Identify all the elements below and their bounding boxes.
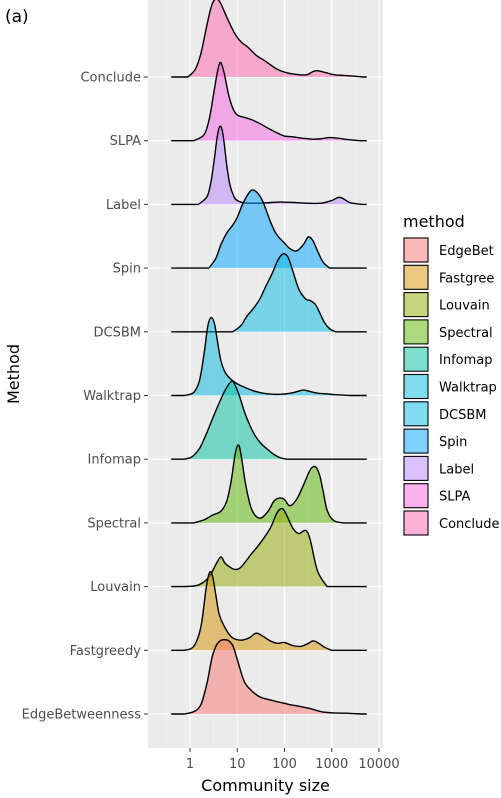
ridge-fill-louvain [184, 508, 328, 587]
ridge-fill-infomap [184, 381, 287, 460]
ridge-line-spin [171, 189, 367, 269]
x-axis-ticks: 1 10 100 1000 10000 [186, 748, 400, 772]
legend-label: Louvain [439, 299, 490, 314]
legend-title: method [403, 212, 465, 231]
legend-key [403, 401, 429, 427]
legend-label: Infomap [439, 353, 493, 368]
y-axis-title: Method [4, 344, 23, 404]
y-tick-label: Conclude [80, 71, 141, 86]
ridge-line-dcsbm [171, 252, 367, 333]
ridge-fill-conclude [187, 0, 363, 77]
ridge-line-infomap [171, 380, 367, 460]
ridges [171, 0, 367, 715]
ridge-fill-slpa [193, 62, 361, 141]
ridge-line-slpa [171, 61, 367, 142]
legend-label: DCSBM [439, 408, 486, 423]
ridge-fill-fastgreedy [184, 571, 332, 651]
legend: method EdgeBet Fastgree Louvain Spectral Inf… [403, 212, 500, 536]
legend-key [403, 455, 429, 481]
ridge-line-spectral [171, 444, 367, 524]
x-tick-label: 10 [229, 757, 246, 772]
legend-label: Conclude [439, 517, 500, 532]
y-tick-label: Fastgreedy [70, 644, 142, 659]
x-axis-title: Community size [201, 776, 330, 795]
y-tick-label: Walktrap [83, 389, 141, 404]
ridge-fill-edgebetweenness [184, 639, 363, 714]
legend-label: EdgeBet [439, 244, 494, 259]
legend-key [403, 346, 429, 372]
y-tick-label: Spin [113, 262, 141, 277]
y-tick-label: Louvain [90, 580, 141, 595]
x-tick-label: 100 [272, 757, 297, 772]
ridge-line-label [171, 125, 367, 206]
y-tick-label: EdgeBetweenness [22, 708, 142, 723]
x-tick-label: 1 [186, 757, 194, 772]
y-tick-label: DCSBM [94, 325, 141, 340]
legend-label: Walktrap [439, 381, 497, 396]
legend-key [403, 264, 429, 290]
legend-key [403, 373, 429, 400]
panel-tag: (a) [5, 7, 29, 27]
ridge-fill-spin [208, 190, 330, 269]
y-tick-label: Infomap [88, 453, 142, 468]
legend-label: Spin [439, 435, 467, 450]
legend-key [403, 428, 429, 454]
y-tick-label: Spectral [87, 516, 141, 531]
y-axis-ticks: EdgeBetweenness Fastgreedy Louvain Spectral… [22, 71, 148, 723]
legend-label: SLPA [439, 490, 471, 505]
ridge-line-fastgreedy [171, 570, 367, 651]
legend-key [403, 237, 429, 263]
ridge-fill-spectral [193, 444, 344, 523]
legend-label: Label [439, 462, 474, 477]
plot-panel [148, 0, 383, 748]
y-tick-label: Label [106, 198, 141, 213]
x-tick-label: 1000 [315, 757, 348, 772]
y-tick-label: SLPA [110, 134, 142, 149]
ridge-fill-label [198, 126, 363, 205]
legend-key [403, 483, 429, 509]
ridge-fill-walktrap [184, 317, 351, 396]
ridge-line-conclude [171, 0, 367, 78]
legend-key [403, 319, 429, 345]
legend-label: Spectral [439, 326, 493, 341]
ridge-fill-dcsbm [232, 253, 336, 332]
legend-key [403, 292, 429, 318]
ridge-line-louvain [171, 507, 367, 588]
legend-label: Fastgree [439, 271, 494, 286]
ridge-line-edgebetweenness [171, 638, 367, 715]
legend-key [403, 510, 429, 536]
ridge-line-walktrap [171, 316, 367, 397]
x-tick-label: 10000 [358, 757, 399, 772]
